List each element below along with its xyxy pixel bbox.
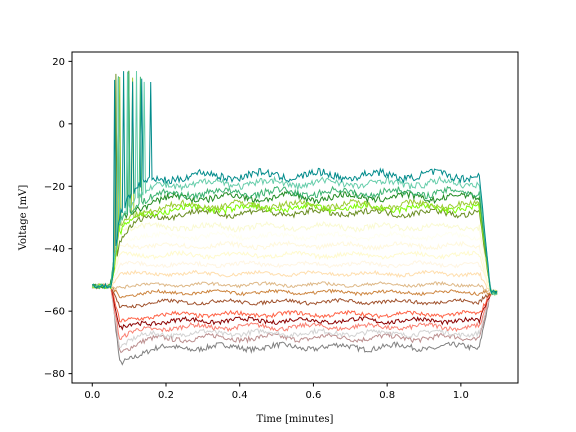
x-tick-label: 0.2 [158, 390, 174, 401]
axes: 0.0 0.2 0.4 0.6 0.8 1.0 −80 −60 −40 −20 0 20 [44, 57, 469, 401]
voltage-trace-20 [91, 70, 498, 296]
voltage-trace-10 [91, 260, 498, 295]
voltage-trace-15 [91, 73, 498, 295]
voltage-trace-12 [92, 240, 498, 297]
plot-frame [71, 51, 519, 384]
voltage-trace-6 [91, 281, 498, 309]
voltage-trace-19 [92, 73, 498, 296]
voltage-trace-5 [91, 283, 498, 323]
y-tick-label: −40 [44, 244, 65, 255]
y-tick-label: 20 [52, 57, 65, 68]
x-tick-label: 0.4 [232, 390, 248, 401]
voltage-trace-3 [91, 282, 498, 341]
voltage-trace-13 [92, 230, 498, 295]
y-tick-label: −60 [44, 307, 65, 318]
x-tick-label: 0.8 [379, 390, 395, 401]
x-tick-label: 0.0 [84, 390, 100, 401]
voltage-trace-9 [91, 269, 498, 297]
voltage-trace-1 [92, 283, 498, 354]
y-axis-label: Voltage [mV] [18, 185, 29, 252]
y-tick-label: −20 [44, 182, 65, 193]
voltage-trace-14 [91, 221, 498, 296]
voltage-trace-0 [91, 283, 498, 366]
trace-group [91, 70, 498, 366]
x-tick-label: 1.0 [453, 390, 469, 401]
voltage-trace-17 [92, 76, 498, 297]
x-tick-label: 0.6 [305, 390, 321, 401]
voltage-trace-11 [91, 250, 498, 296]
voltage-trace-8 [91, 280, 498, 296]
y-tick-label: 0 [59, 119, 65, 130]
x-axis-label: Time [minutes] [257, 414, 334, 425]
voltage-trace-4 [91, 283, 498, 331]
voltage-trace-18 [92, 70, 498, 294]
y-tick-label: −80 [44, 369, 65, 380]
voltage-trace-2 [91, 282, 498, 348]
voltage-trace-21 [92, 71, 498, 295]
voltage-trace-7 [91, 283, 498, 299]
